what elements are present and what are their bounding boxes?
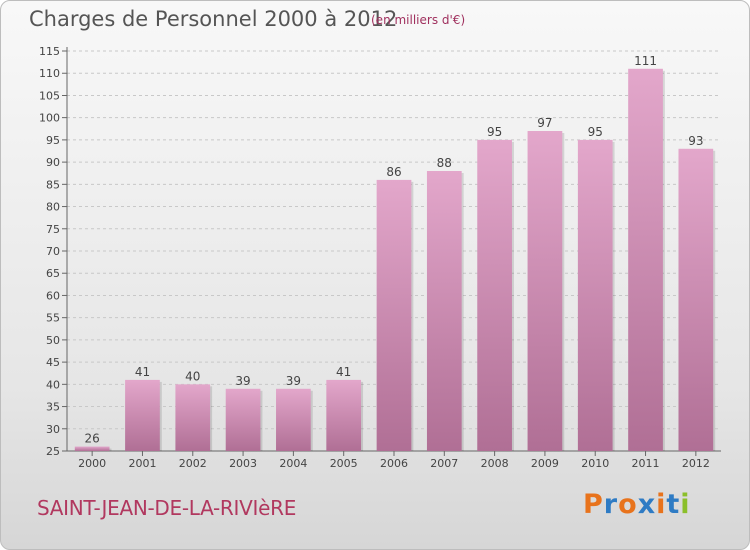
x-tick-label: 2007 <box>430 457 458 470</box>
bar-value-label: 41 <box>135 365 150 379</box>
bar-value-label: 95 <box>588 125 603 139</box>
chart-subtitle: (en milliers d'€) <box>371 13 466 27</box>
x-tick-label: 2010 <box>581 457 609 470</box>
bar-value-label: 39 <box>235 374 250 388</box>
logo-letter: o <box>618 489 638 520</box>
y-tick-label: 85 <box>46 178 60 191</box>
y-tick-label: 25 <box>46 445 60 458</box>
x-tick-label: 2004 <box>279 457 307 470</box>
y-tick-label: 60 <box>46 289 60 302</box>
x-tick-label: 2008 <box>481 457 509 470</box>
y-tick-label: 80 <box>46 201 60 214</box>
y-tick-label: 45 <box>46 356 60 369</box>
logo-letter: i <box>680 489 691 520</box>
logo-letter: i <box>656 489 667 520</box>
bar <box>426 171 462 451</box>
x-tick-label: 2011 <box>632 457 660 470</box>
proxiti-logo: Proxiti <box>583 489 691 520</box>
y-tick-label: 105 <box>39 89 60 102</box>
logo-letter: x <box>637 489 657 520</box>
y-tick-label: 50 <box>46 334 60 347</box>
bar <box>477 139 512 451</box>
x-tick-label: 2003 <box>229 457 257 470</box>
bar-value-label: 41 <box>336 365 351 379</box>
x-tick-label: 2001 <box>128 457 156 470</box>
y-tick-label: 110 <box>39 67 60 80</box>
logo-letter: r <box>603 489 619 520</box>
bar-value-label: 97 <box>537 116 552 130</box>
bar-value-label: 88 <box>437 156 452 170</box>
axes: 25 30 35 40 45 50 55 60 65 70 75 80 85 90 95 100 105 110 1… <box>39 45 721 470</box>
bar-value-label: 86 <box>386 165 401 179</box>
logo-letter: t <box>666 489 681 520</box>
x-tick-label: 2005 <box>330 457 358 470</box>
bar-value-label: 93 <box>688 134 703 148</box>
chart-title: Charges de Personnel 2000 à 2012 <box>29 7 398 31</box>
bar <box>125 379 160 451</box>
bar <box>326 379 362 451</box>
y-tick-label: 35 <box>46 401 60 414</box>
y-tick-label: 95 <box>46 134 60 147</box>
bar-value-label: 39 <box>286 374 301 388</box>
bar <box>376 179 412 451</box>
x-tick-label: 2009 <box>531 457 559 470</box>
y-tick-label: 65 <box>46 267 60 280</box>
bar <box>678 148 714 451</box>
y-tick-label: 30 <box>46 423 60 436</box>
bar-value-label: 111 <box>634 54 657 68</box>
bar <box>74 446 110 451</box>
y-tick-label: 55 <box>46 312 60 325</box>
bar <box>276 388 311 451</box>
x-tick-label: 2002 <box>179 457 207 470</box>
y-tick-label: 70 <box>46 245 60 258</box>
value-labels: 26 41 40 39 39 41 86 88 95 97 95 111 93 <box>85 54 704 446</box>
y-tick-label: 40 <box>46 378 60 391</box>
bar-value-label: 40 <box>185 369 200 383</box>
x-tick-label: 2012 <box>682 457 710 470</box>
y-tick-label: 90 <box>46 156 60 169</box>
bar <box>175 384 211 451</box>
y-tick-label: 100 <box>39 112 60 125</box>
bar <box>577 139 613 451</box>
commune-name: SAINT-JEAN-DE-LA-RIVIèRE <box>37 496 297 520</box>
bar-value-label: 95 <box>487 125 502 139</box>
logo-letter: P <box>583 489 604 520</box>
bar <box>628 68 663 452</box>
bar <box>225 388 261 451</box>
y-tick-label: 115 <box>39 45 60 58</box>
y-tick-label: 75 <box>46 223 60 236</box>
x-tick-label: 2006 <box>380 457 408 470</box>
bars <box>74 68 716 452</box>
bar-value-label: 26 <box>85 432 100 446</box>
bar <box>527 131 563 451</box>
x-tick-label: 2000 <box>78 457 106 470</box>
